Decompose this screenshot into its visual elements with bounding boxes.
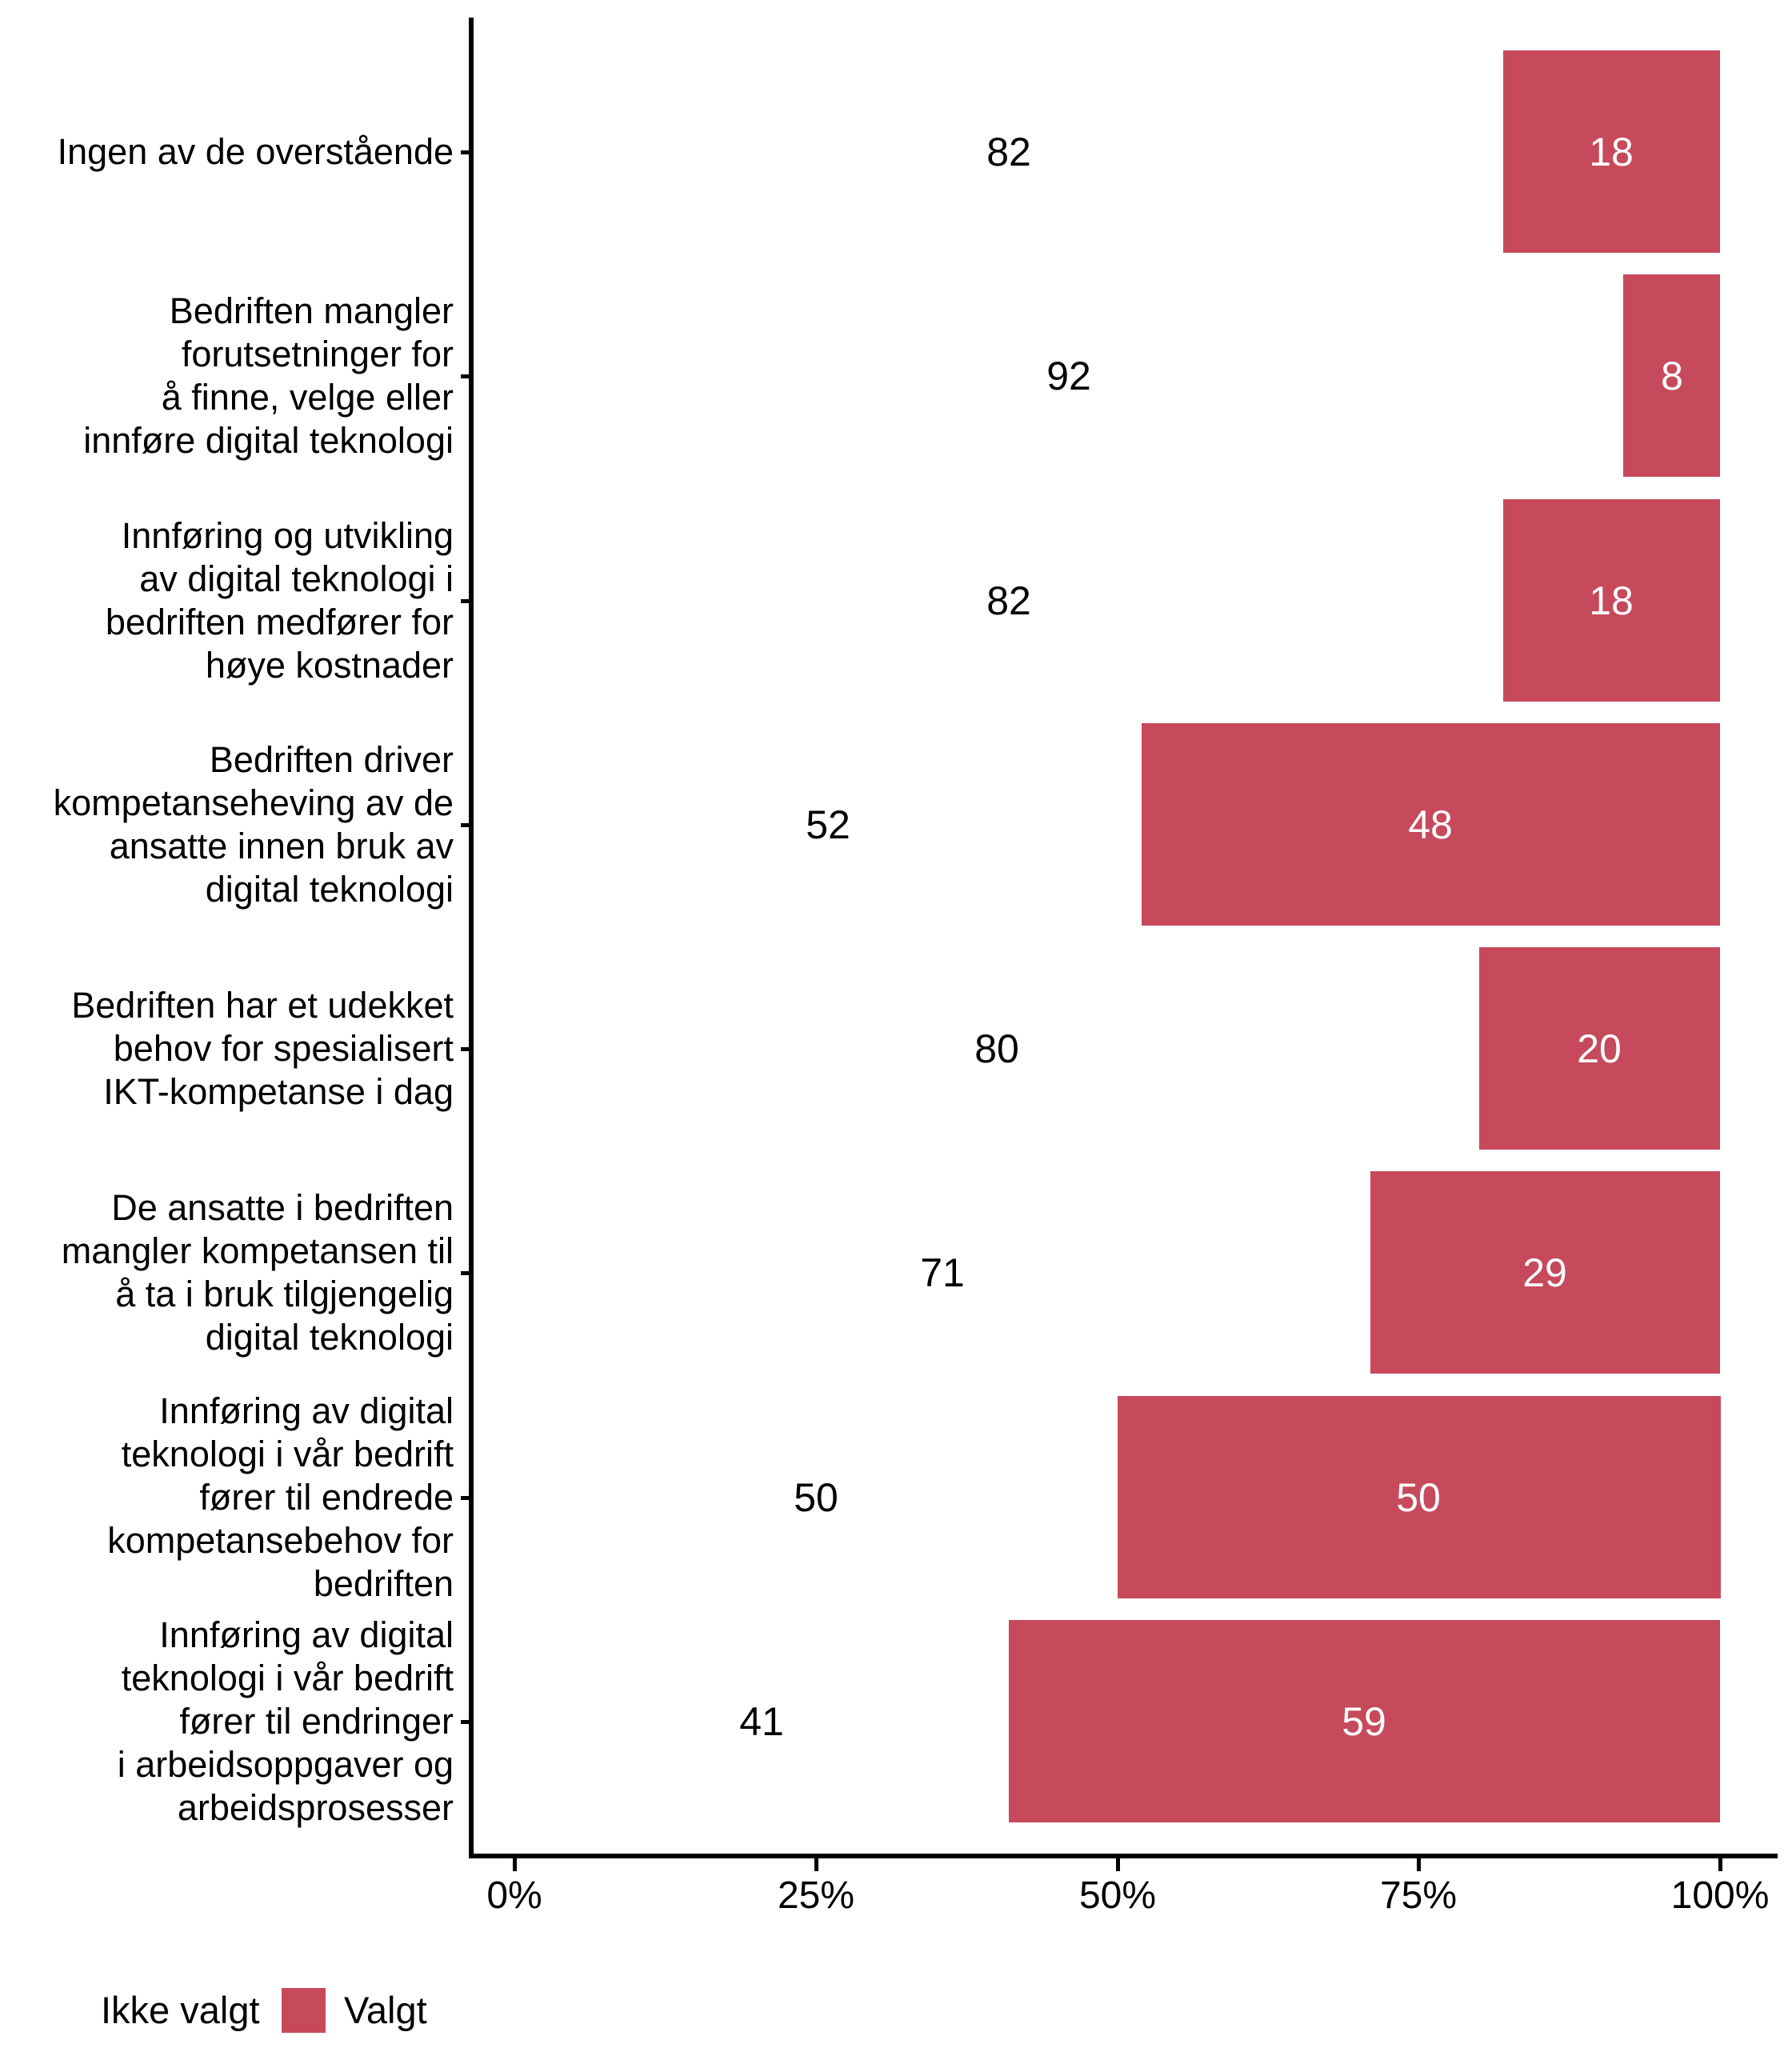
bar-valgt — [1370, 1171, 1720, 1374]
value-label-ikke-valgt: 80 — [974, 1026, 1019, 1071]
x-axis-tick — [513, 1858, 517, 1871]
x-axis-tick-label: 0% — [486, 1874, 542, 1917]
bar-valgt — [1118, 1396, 1721, 1598]
x-axis-tick — [1718, 1858, 1722, 1871]
value-label-valgt: 20 — [1577, 1026, 1622, 1071]
bar-valgt — [1142, 723, 1720, 926]
value-label-valgt: 50 — [1396, 1475, 1441, 1520]
value-label-valgt: 29 — [1522, 1250, 1567, 1295]
value-label-ikke-valgt: 82 — [986, 130, 1031, 174]
bar-valgt — [1503, 499, 1720, 702]
legend-key-valgt — [282, 1988, 326, 2033]
x-axis-tick — [1116, 1858, 1120, 1871]
category-label: Bedriften driver kompetanseheving av de … — [53, 739, 454, 910]
bar-valgt — [1503, 50, 1720, 253]
x-axis-tick — [1417, 1858, 1421, 1871]
y-axis-tick — [461, 1047, 472, 1051]
category-label: De ansatte i bedriften mangler kompetans… — [61, 1187, 454, 1358]
value-label-valgt: 8 — [1661, 354, 1683, 398]
category-label: Bedriften mangler forutsetninger for å f… — [83, 290, 454, 461]
value-label-valgt: 48 — [1408, 802, 1453, 847]
category-label: Innføring og utvikling av digital teknol… — [105, 515, 454, 686]
y-axis-tick — [461, 1496, 472, 1500]
legend-label-valgt: Valgt — [344, 1989, 427, 2031]
bar-valgt — [1009, 1620, 1720, 1822]
legend-label-ikke-valgt: Ikke valgt — [101, 1989, 260, 2031]
bar-valgt — [1479, 947, 1720, 1150]
x-axis-line — [469, 1854, 1778, 1858]
y-axis-tick — [461, 1271, 472, 1275]
x-axis-tick-label: 100% — [1670, 1874, 1770, 1917]
y-axis-tick — [461, 374, 472, 378]
value-label-valgt: 59 — [1342, 1699, 1386, 1744]
category-label: Bedriften har et udekket behov for spesi… — [71, 985, 454, 1112]
value-label-ikke-valgt: 41 — [739, 1699, 784, 1744]
y-axis-tick — [461, 823, 472, 827]
y-axis-tick — [461, 599, 472, 603]
value-label-ikke-valgt: 71 — [920, 1250, 965, 1295]
value-label-valgt: 18 — [1589, 130, 1634, 174]
y-axis-tick — [461, 1720, 472, 1724]
legend-key-ikke-valgt — [50, 1988, 94, 2033]
value-label-ikke-valgt: 82 — [986, 578, 1031, 623]
x-axis-tick-label: 25% — [777, 1874, 855, 1917]
category-label: Innføring av digital teknologi i vår bed… — [117, 1614, 454, 1828]
value-label-valgt: 18 — [1589, 578, 1634, 623]
category-label: Ingen av de overstående — [57, 131, 454, 172]
value-label-ikke-valgt: 92 — [1046, 354, 1091, 398]
category-label: Innføring av digital teknologi i vår bed… — [107, 1390, 454, 1604]
value-label-ikke-valgt: 50 — [794, 1475, 838, 1520]
x-axis-tick-label: 75% — [1379, 1874, 1458, 1917]
x-axis-tick-label: 50% — [1078, 1874, 1157, 1917]
y-axis-tick — [461, 150, 472, 154]
x-axis-tick — [814, 1858, 818, 1871]
y-axis-line — [469, 18, 474, 1858]
bar-valgt — [1623, 274, 1720, 477]
value-label-ikke-valgt: 52 — [806, 802, 850, 847]
